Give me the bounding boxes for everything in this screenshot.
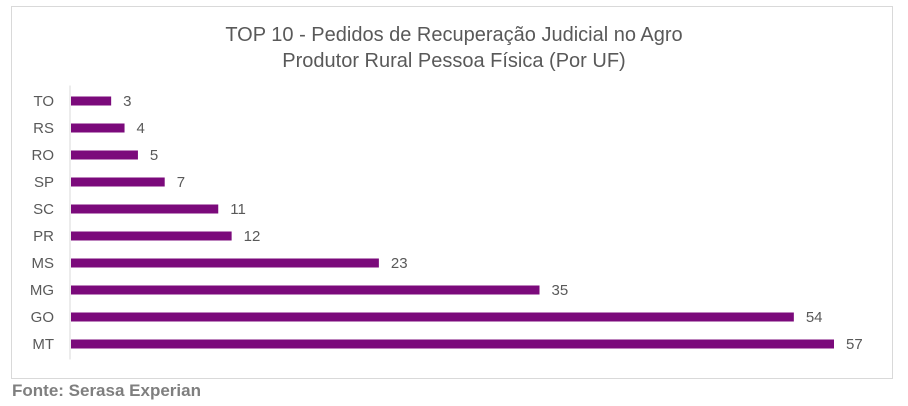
bar bbox=[71, 204, 219, 214]
category-label: PR bbox=[33, 228, 54, 245]
source-note: Fonte: Serasa Experian bbox=[12, 381, 201, 400]
data-label: 54 bbox=[806, 309, 823, 326]
bars-layer: TO 3 RS 4 RO 5 SP 7 SC 11 PR 12 MS 23 MG 35 GO 54 MT 57 bbox=[30, 85, 863, 360]
bar bbox=[71, 150, 138, 160]
bar bbox=[71, 123, 125, 133]
bar bbox=[71, 312, 794, 322]
bar bbox=[71, 96, 112, 106]
category-label: MS bbox=[32, 255, 55, 272]
data-label: 57 bbox=[846, 336, 863, 353]
data-label: 5 bbox=[150, 147, 158, 164]
category-label: SP bbox=[34, 174, 54, 191]
data-label: 11 bbox=[230, 201, 246, 218]
category-label: RS bbox=[33, 120, 54, 137]
bar bbox=[71, 177, 165, 187]
category-label: RO bbox=[32, 147, 55, 164]
data-label: 12 bbox=[244, 228, 261, 245]
category-label: MG bbox=[30, 282, 54, 299]
bar bbox=[71, 258, 379, 268]
chart-title-line-2: Produtor Rural Pessoa Física (Por UF) bbox=[282, 50, 625, 72]
data-label: 7 bbox=[177, 174, 185, 191]
bar bbox=[71, 285, 540, 295]
category-label: GO bbox=[31, 309, 54, 326]
bar bbox=[71, 339, 834, 349]
chart-frame: TOP 10 - Pedidos de Recuperação Judicial… bbox=[11, 6, 893, 379]
data-label: 23 bbox=[391, 255, 408, 272]
bar bbox=[71, 231, 232, 241]
chart-title-line-1: TOP 10 - Pedidos de Recuperação Judicial… bbox=[225, 24, 682, 46]
category-label: MT bbox=[32, 336, 54, 353]
category-label: SC bbox=[33, 201, 54, 218]
category-label: TO bbox=[33, 93, 54, 110]
data-label: 35 bbox=[552, 282, 569, 299]
data-label: 3 bbox=[123, 93, 131, 110]
bar-chart: TOP 10 - Pedidos de Recuperação Judicial… bbox=[30, 24, 863, 360]
data-label: 4 bbox=[137, 120, 145, 137]
